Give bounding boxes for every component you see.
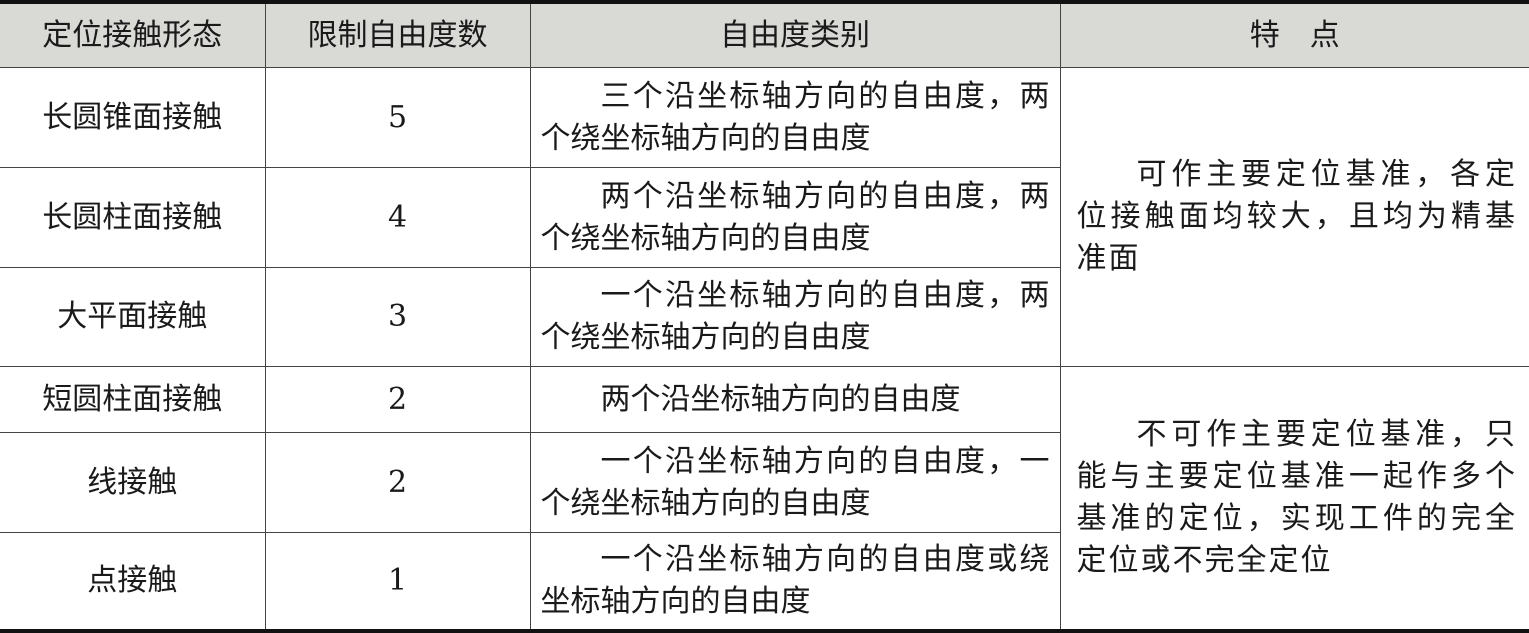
cell-category: 两个沿坐标轴方向的自由度 — [529, 366, 1061, 433]
table-row: 大平面接触 3 一个沿坐标轴方向的自由度，两个绕坐标轴方向的自由度 — [0, 267, 1529, 367]
cell-dof: 4 — [264, 167, 531, 268]
cell-category: 一个沿坐标轴方向的自由度，一个绕坐标轴方向的自由度 — [529, 432, 1060, 533]
table-row: 长圆锥面接触 5 三个沿坐标轴方向的自由度，两个绕坐标轴方向的自由度 可作主要定… — [0, 67, 1529, 367]
cell-form: 长圆柱面接触 — [0, 167, 266, 268]
cell-form: 长圆锥面接触 — [0, 67, 266, 168]
cell-form: 大平面接触 — [0, 267, 266, 367]
cell-category: 一个沿坐标轴方向的自由度或绕坐标轴方向的自由度 — [529, 532, 1060, 631]
cell-form: 线接触 — [0, 432, 266, 533]
cell-features: 可作主要定位基准，各定位接触面均较大，且均为精基准面 — [1059, 67, 1529, 367]
cell-form: 短圆柱面接触 — [0, 366, 266, 433]
table-row: 长圆柱面接触 4 两个沿坐标轴方向的自由度，两个绕坐标轴方向的自由度 — [0, 167, 1529, 268]
header-form: 定位接触形态 — [0, 1, 266, 68]
cell-category: 两个沿坐标轴方向的自由度，两个绕坐标轴方向的自由度 — [529, 167, 1060, 268]
cell-dof: 1 — [264, 532, 531, 631]
header-features: 特 点 — [1059, 1, 1529, 68]
cell-dof: 2 — [264, 366, 531, 433]
cell-dof: 2 — [264, 432, 531, 533]
cell-features: 不可作主要定位基准，只能与主要定位基准一起作多个基准的定位，实现工件的完全定位或… — [1059, 366, 1529, 631]
header-dof: 限制自由度数 — [264, 1, 531, 68]
header-category: 自由度类别 — [529, 1, 1061, 68]
cell-category: 一个沿坐标轴方向的自由度，两个绕坐标轴方向的自由度 — [529, 267, 1060, 367]
table-row: 点接触 1 一个沿坐标轴方向的自由度或绕坐标轴方向的自由度 — [0, 532, 1529, 631]
cell-dof: 5 — [264, 67, 531, 168]
table-row: 线接触 2 一个沿坐标轴方向的自由度，一个绕坐标轴方向的自由度 — [0, 432, 1529, 533]
header-row: 定位接触形态 限制自由度数 自由度类别 特 点 — [0, 1, 1529, 68]
cell-form: 点接触 — [0, 532, 266, 631]
table-row: 短圆柱面接触 2 两个沿坐标轴方向的自由度 不可作主要定位基准，只能与主要定位基… — [0, 366, 1529, 631]
cell-dof: 3 — [264, 267, 531, 367]
cell-category: 三个沿坐标轴方向的自由度，两个绕坐标轴方向的自由度 — [529, 67, 1061, 168]
